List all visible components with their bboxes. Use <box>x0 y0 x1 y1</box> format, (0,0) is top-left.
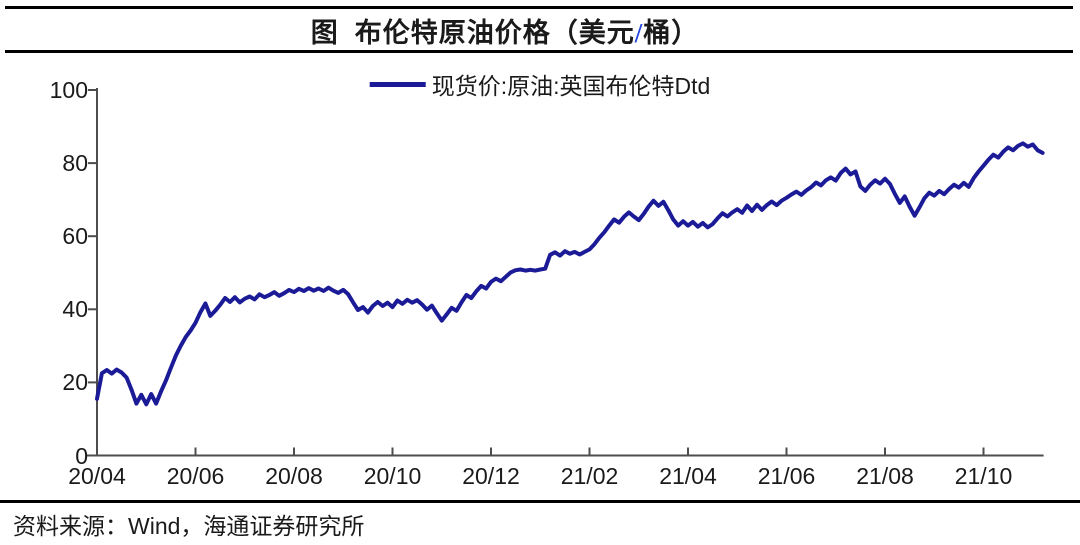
title-main: 布伦特原油价格（美元 <box>354 18 635 48</box>
legend-series-label: 现货价:原油:英国布伦特Dtd <box>431 73 711 99</box>
top-rule <box>5 6 1073 9</box>
y-tick-label-80: 80 <box>62 150 88 177</box>
x-tick-label-20-08: 20/08 <box>265 463 323 489</box>
y-tick-label-20: 20 <box>62 369 88 396</box>
x-tick-label-21-02: 21/02 <box>560 463 619 489</box>
source-note: 资料来源：Wind，海通证券研究所 <box>13 507 364 541</box>
y-tick-label-0: 0 <box>75 442 88 469</box>
y-tick-label-100: 100 <box>49 77 88 103</box>
source-rest: ，海通证券研究所 <box>180 514 365 539</box>
bottom-rule <box>0 500 1080 503</box>
title-unit: 桶） <box>643 18 700 48</box>
chart-legend: 现货价:原油:英国布伦特Dtd <box>369 67 711 101</box>
x-tick-label-20-04: 20/04 <box>68 463 126 489</box>
x-tick-label-21-06: 21/06 <box>757 463 816 489</box>
x-tick-label-20-10: 20/10 <box>363 463 422 489</box>
title-figure-word: 图 <box>310 18 339 48</box>
x-tick-label-20-12: 20/12 <box>462 463 520 489</box>
y-tick-label-40: 40 <box>62 296 88 323</box>
title-underline-rule <box>5 50 1073 53</box>
chart-title: 图布伦特原油价格（美元/桶） <box>0 11 1010 50</box>
brent-price-series-line <box>95 141 1045 407</box>
x-tick-label-20-06: 20/06 <box>166 463 225 489</box>
title-slash: / <box>634 18 644 48</box>
y-tick-label-60: 60 <box>62 223 88 250</box>
legend-line-swatch <box>369 81 426 87</box>
x-tick-label-21-08: 21/08 <box>856 463 914 489</box>
x-tick-label-21-04: 21/04 <box>659 463 717 489</box>
source-wind: Wind <box>128 513 181 539</box>
source-prefix: 资料来源： <box>13 514 128 539</box>
x-tick-label-21-10: 21/10 <box>954 463 1013 489</box>
